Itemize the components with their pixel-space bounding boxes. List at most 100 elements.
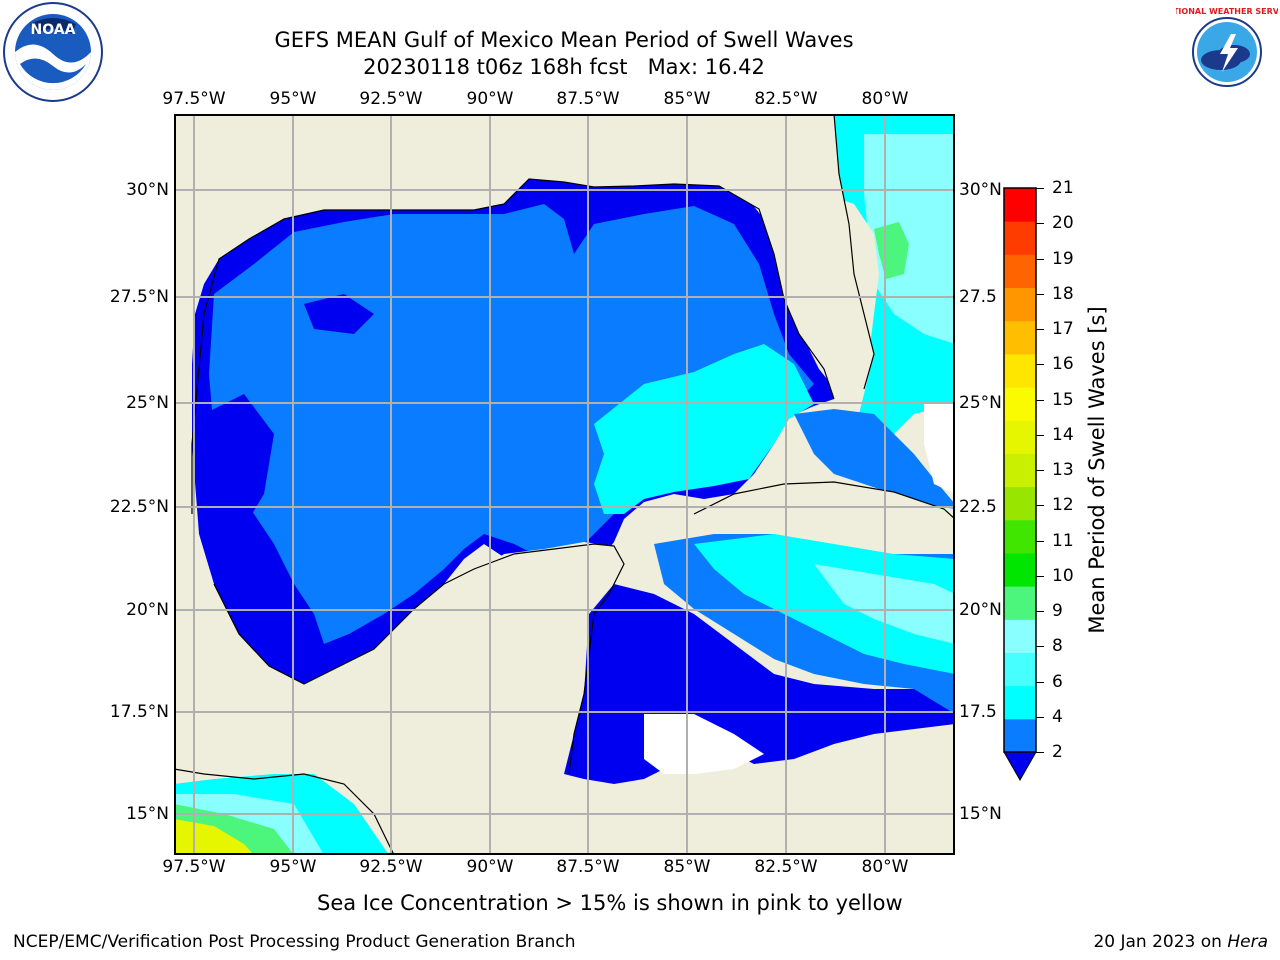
colorbar-tick: 17	[1052, 319, 1074, 339]
map	[174, 114, 955, 855]
colorbar-tick-mark	[1036, 399, 1044, 401]
gulf-ocean-cyan	[594, 344, 814, 514]
colorbar-label: Mean Period of Swell Waves [s]	[1085, 306, 1109, 634]
colorbar-band	[1004, 619, 1036, 653]
nws-logo: NATIONAL WEATHER SERVICE	[1161, 2, 1280, 102]
colorbar-band	[1004, 387, 1036, 421]
lon-tick-top: 95°W	[269, 89, 317, 109]
colorbar-band	[1004, 552, 1036, 587]
colorbar-tick-mark	[1036, 364, 1044, 366]
chart-subtitle: 20230118 t06z 168h fcst Max: 16.42	[0, 54, 1128, 80]
max-label: Max: 16.42	[647, 55, 765, 79]
lon-tick-top: 87.5°W	[556, 89, 620, 109]
colorbar-tick-mark	[1036, 716, 1044, 718]
noaa-logo: NOAA	[2, 2, 104, 102]
lat-tick-left: 22.5°N	[109, 497, 169, 517]
lat-tick-left: 30°N	[126, 180, 169, 200]
lat-tick-right: 27.5	[959, 287, 997, 307]
colorbar-band	[1004, 287, 1036, 322]
run-date: 20 Jan 2023 on Hera	[1093, 932, 1268, 952]
lat-tick-right: 17.5	[959, 702, 997, 722]
colorbar-extend-arrow	[1003, 751, 1037, 782]
colorbar-tick: 14	[1052, 424, 1074, 445]
lat-tick-left: 15°N	[126, 804, 169, 824]
colorbar-tick: 11	[1052, 530, 1074, 551]
atlantic-white	[924, 404, 955, 494]
chart-title: GEFS MEAN Gulf of Mexico Mean Period of …	[274, 28, 854, 52]
colorbar-tick-mark	[1036, 646, 1044, 648]
florida-straits-blue	[794, 409, 955, 509]
lon-tick-bottom: 82.5°W	[754, 857, 818, 877]
map-frame	[174, 114, 955, 855]
colorbar-band	[1004, 652, 1036, 687]
coastline	[191, 178, 835, 514]
colorbar-tick: 10	[1052, 565, 1074, 586]
colorbar-tick-mark	[1036, 681, 1044, 683]
gridlines	[174, 114, 955, 855]
branch-credit: NCEP/EMC/Verification Post Processing Pr…	[13, 932, 576, 952]
caribbean-ocean-cyan	[694, 534, 955, 674]
coastline	[213, 543, 625, 775]
colorbar-tick: 13	[1052, 460, 1074, 480]
colorbar-tick: 16	[1052, 354, 1074, 375]
colorbar-band	[1004, 718, 1036, 753]
colorbar-band	[1004, 320, 1036, 355]
colorbar-tick: 12	[1052, 495, 1074, 516]
colorbar-tick: 2	[1052, 742, 1063, 762]
florida-land	[724, 174, 879, 394]
colorbar-band	[1004, 420, 1036, 454]
lon-tick-bottom: 92.5°W	[359, 857, 423, 877]
colorbar-tick: 19	[1052, 248, 1074, 269]
colorbar-band	[1004, 685, 1036, 720]
run-date-text: 20 Jan 2023 on	[1093, 932, 1228, 952]
colorbar-tick: 4	[1052, 706, 1063, 727]
colorbar-tick-mark	[1036, 223, 1044, 225]
lon-tick-top: 80°W	[861, 89, 909, 109]
lon-tick-bottom: 97.5°W	[162, 857, 226, 877]
lat-tick-left: 17.5°N	[109, 702, 169, 722]
lon-tick-top: 82.5°W	[754, 89, 818, 109]
lat-tick-right: 30°N	[959, 180, 1002, 200]
colorbar-band	[1004, 353, 1036, 388]
lon-tick-top: 90°W	[466, 89, 514, 109]
lat-tick-left: 25°N	[126, 393, 169, 413]
nws-logo-text: NATIONAL WEATHER SERVICE	[1176, 7, 1278, 16]
lon-tick-bottom: 95°W	[269, 857, 317, 877]
colorbar-band	[1004, 221, 1036, 255]
colorbar	[1003, 187, 1037, 782]
colorbar-tick-mark	[1036, 188, 1044, 189]
colorbar-tick-mark	[1036, 293, 1044, 295]
colorbar-tick-mark	[1036, 575, 1044, 577]
forecast-label: 20230118 t06z 168h fcst	[363, 55, 628, 79]
colorbar-band	[1004, 519, 1036, 554]
colorbar-tick: 20	[1052, 213, 1074, 234]
lon-tick-top: 85°W	[663, 89, 711, 109]
colorbar-band	[1004, 453, 1036, 488]
colorbar-tick: 8	[1052, 636, 1063, 657]
cuba-land	[694, 482, 955, 539]
lat-tick-right: 15°N	[959, 804, 1002, 824]
yucatan-land	[434, 542, 624, 855]
colorbar-band	[1004, 586, 1036, 620]
lon-tick-bottom: 80°W	[861, 857, 909, 877]
colorbar-tick-mark	[1036, 258, 1044, 260]
colorbar-tick-mark	[1036, 505, 1044, 507]
florida-land-north	[674, 114, 955, 184]
colorbar-tick-mark	[1036, 329, 1044, 330]
colorbar-tick: 6	[1052, 671, 1063, 692]
machine-name: Hera	[1227, 932, 1268, 952]
lat-tick-left: 20°N	[126, 600, 169, 620]
colorbar-tick-mark	[1036, 611, 1044, 612]
colorbar-tick-mark	[1036, 434, 1044, 436]
lon-tick-bottom: 87.5°W	[556, 857, 620, 877]
lon-tick-top: 92.5°W	[359, 89, 423, 109]
gulf-ocean-dark-inner	[304, 294, 374, 334]
colorbar-tick-mark	[1036, 470, 1044, 471]
atlantic-ocean-green	[874, 222, 909, 279]
lat-tick-left: 27.5°N	[109, 287, 169, 307]
noaa-logo-text: NOAA	[31, 22, 76, 38]
caribbean-white-gap	[644, 714, 764, 774]
lat-tick-right: 22.5	[959, 497, 997, 517]
colorbar-band	[1004, 254, 1036, 289]
ice-note: Sea Ice Concentration > 15% is shown in …	[317, 891, 903, 915]
